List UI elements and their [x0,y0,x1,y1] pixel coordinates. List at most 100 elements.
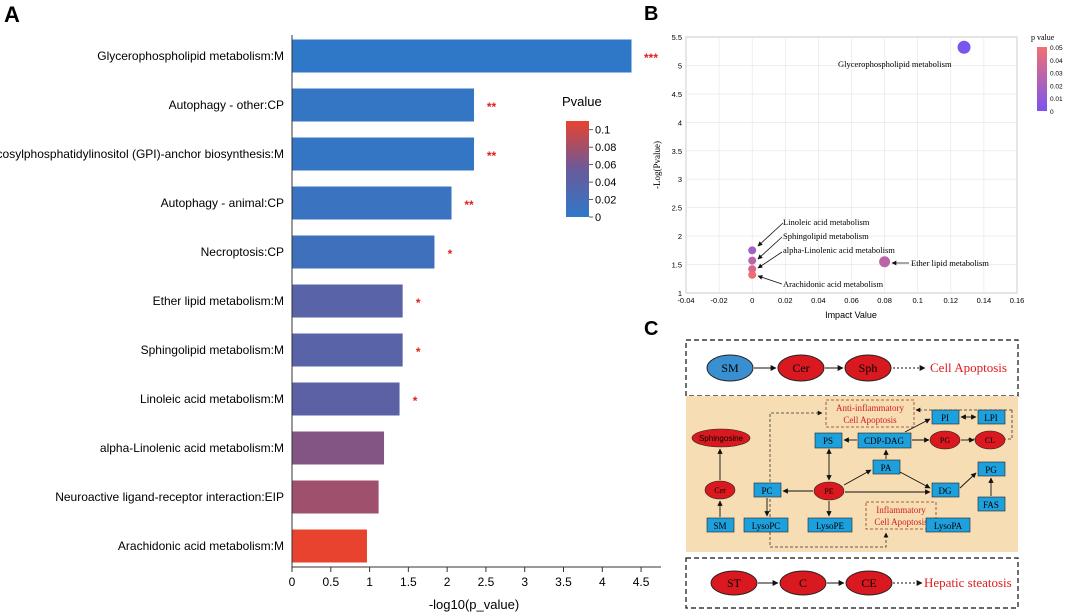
significance-mark: ** [464,198,474,212]
bar-ether-lipid-metabolism-m [292,284,403,318]
legend-tick-label: 0.03 [1050,71,1063,78]
dashed-link-inflam [769,532,889,548]
scatter-x-axis-label: Impact Value [825,310,877,320]
node-c [779,570,827,596]
node-sph-row1 [844,354,892,382]
box-pa-label: PA [881,463,892,473]
node-ce [845,570,893,596]
category-label: Linoleic acid metabolism:M [140,392,284,406]
note-anti-line1: Anti-inflammatory [836,403,904,413]
oval-cl [974,430,1006,450]
bar-linoleic-acid-metabolism-m [292,382,400,416]
box-lysopa [925,517,971,533]
x-tick-label: 0.12 [943,296,958,305]
arrow-pa-dg [899,471,931,489]
box-ps [814,432,843,449]
bar-alpha-linolenic-acid-metabolism-m [292,431,385,465]
bar-autophagy-other-cp [292,88,475,122]
note-anti-line2: Cell Apoptosis [843,415,897,425]
bar-arachidonic-acid-metabolism-m [292,529,367,563]
box-cdp-dag [857,432,912,449]
legend-tick-label: 0.05 [1050,45,1063,52]
category-label: Autophagy - animal:CP [161,196,284,210]
bar-autophagy-animal-cp [292,186,452,220]
box-dg-label: DG [939,486,952,496]
panel-label-b: B [644,3,658,25]
scatter-legend-title: p value [1031,33,1055,42]
category-label: Autophagy - other:CP [169,98,284,112]
y-tick-label: 5.5 [672,33,682,42]
oval-pe [813,481,845,501]
box-lysope [807,517,853,533]
x-tick-label: 0 [289,575,296,589]
significance-mark: * [416,345,421,359]
bar-chart-legend-colorbar [566,121,589,217]
category-label: Glycosylphosphatidylinositol (GPI)-ancho… [0,147,284,161]
category-label: Sphingolipid metabolism:M [141,343,284,357]
box-lysopc [743,517,789,533]
box-lpi-label: LPI [984,413,998,423]
node-sm-row1-label: SM [721,361,739,375]
box-lysopc-label: LysoPC [752,521,781,531]
scatter-y-axis-label: -Log(Pvalue) [652,141,662,189]
node-cer-row1-label: Cer [792,361,809,375]
bar-chart-x-ticks: 0 0.5 1 1.5 2 2.5 3 3.5 4 4.5 [289,567,650,589]
x-tick-label: 0.5 [322,575,339,589]
box-pi-label: PI [941,413,949,423]
bar-glycerophospholipid-metabolism-m [292,39,632,73]
panel-a: A Glycerophospholipid metabolism:M Autoph… [0,2,661,612]
scatter-y-ticks: 1 1.5 2 2.5 3 3.5 4 4.5 5 5.5 [672,33,682,298]
category-label: Neuroactive ligand-receptor interaction:… [55,490,284,504]
scatter-points [748,40,971,279]
box-pa [872,459,901,475]
annotation-arrow-alpha-linolenic [757,251,783,269]
annotation-arrow-arachidonic [757,275,783,285]
oval-cer-label: Cer [714,486,726,495]
legend-tick-label: 0 [1050,109,1054,116]
node-cer-row1 [777,354,825,382]
panel-c: C SM Cer Sph Cell Apoptosis Anti-inflamm… [644,318,1019,609]
panel-b: B -0.04 -0.02 0 0.02 0.04 0.06 0.08 0.1 0.12 0.14… [644,3,1063,320]
oval-sphingosine [691,428,751,448]
point-ether-lipid-metabolism [879,256,891,268]
scatter-legend-ticks: 0 0.01 0.02 0.03 0.04 0.05 [1050,45,1063,116]
box-lysope-label: LysoPE [816,521,845,531]
point-linoleic-acid-metabolism [748,246,757,255]
arrow-pe-pa [843,469,872,486]
box-pc [753,482,782,498]
significance-mark: ** [487,100,497,114]
box-pc-label: PC [761,486,772,496]
legend-tick-label: 0.04 [1050,58,1063,65]
x-tick-label: 4.5 [633,575,650,589]
y-tick-label: 1.5 [672,261,682,270]
bar-chart-category-labels: Glycerophospholipid metabolism:M Autophag… [0,49,284,553]
oval-pg [929,430,961,450]
y-tick-label: 2.5 [672,204,682,213]
scatter-gridlines [685,36,1018,294]
point-sphingolipid-metabolism [748,256,757,265]
outcome-cell-apoptosis: Cell Apoptosis [930,360,1007,375]
box-sm-label: SM [713,521,726,531]
x-tick-label: 1.5 [400,575,417,589]
bar-chart-bars [292,39,632,563]
category-label: alpha-Linolenic acid metabolism:M [100,441,284,455]
legend-tick-label: 0.01 [1050,96,1063,103]
bar-glycosylphosphatidylinositol-gpi-anchor-biosynthesis-m [292,137,475,171]
annotation-arachidonic: Arachidonic acid metabolism [783,279,883,289]
legend-tick-label: 0.02 [595,195,616,207]
pathway-arrows [717,414,994,517]
legend-tick-label: 0.08 [595,142,616,154]
x-tick-label: 1 [366,575,373,589]
y-tick-label: 4.5 [672,90,682,99]
box-pg-label: PG [985,465,997,475]
point-arachidonic-acid-metabolism [748,270,757,279]
y-tick-label: 5 [678,61,682,70]
box-sm [706,517,735,533]
box-pg [977,461,1006,477]
point-alpha-linolenic-acid-metabolism [748,265,757,274]
box-fas-label: FAS [983,500,999,510]
oval-pg-label: PG [940,436,950,445]
legend-tick-label: 0.04 [595,177,616,189]
y-tick-label: 4 [678,118,682,127]
x-tick-label: 0.1 [912,296,922,305]
